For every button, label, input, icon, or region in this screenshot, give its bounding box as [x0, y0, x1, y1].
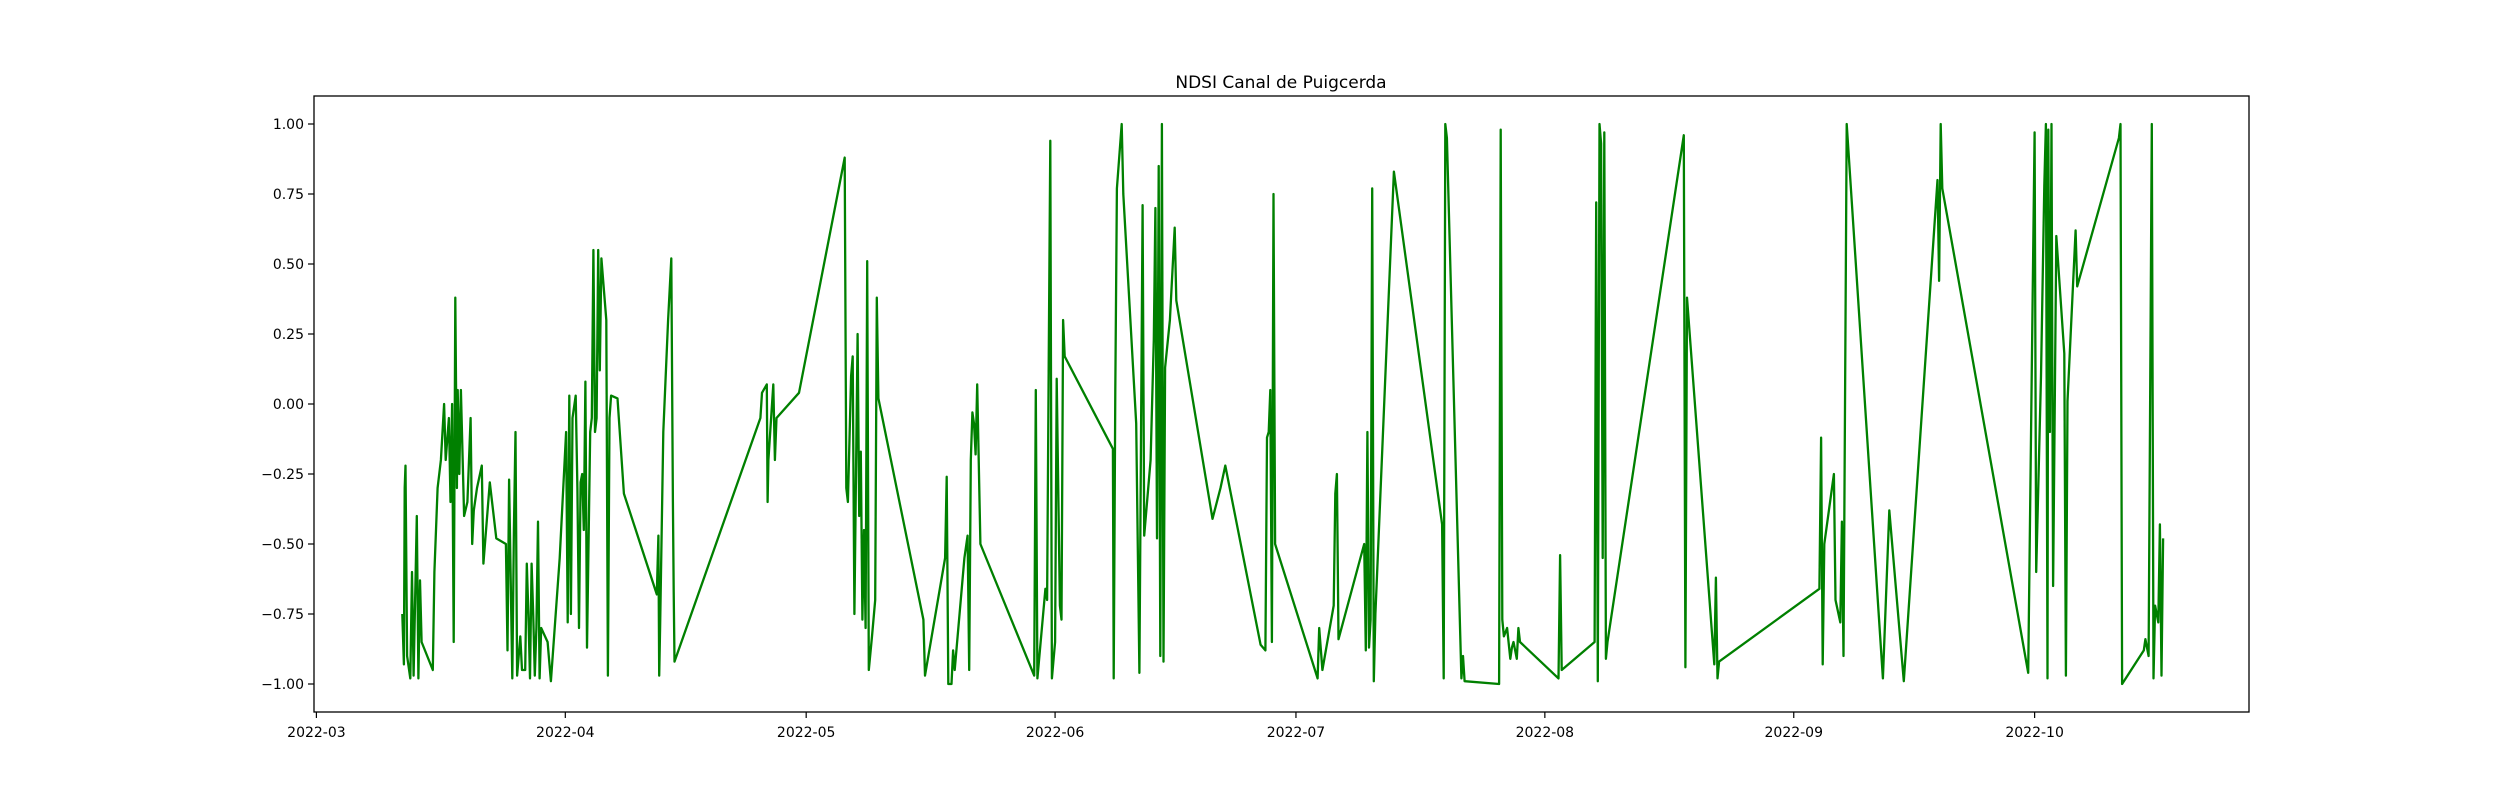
y-tick-label: 0.75 — [273, 187, 304, 203]
x-tick-label: 2022-09 — [1765, 725, 1824, 741]
y-tick-label: 0.50 — [273, 257, 304, 273]
x-tick-label: 2022-10 — [2005, 725, 2064, 741]
x-tick-label: 2022-05 — [777, 725, 836, 741]
x-tick-label: 2022-06 — [1026, 725, 1085, 741]
y-tick-label: −0.50 — [261, 537, 304, 553]
x-tick-label: 2022-04 — [536, 725, 595, 741]
axes-frame — [313, 95, 2250, 713]
y-tick-label: −1.00 — [261, 677, 304, 693]
x-axis: 2022-03 2022-04 2022-05 2022-06 2022-07 2022-… — [287, 712, 2064, 741]
y-tick-label: −0.25 — [261, 467, 304, 483]
y-axis: 1.00 0.75 0.50 0.25 0.00 −0.25 −0.50 −0.75 −1.00 — [261, 117, 314, 693]
x-tick-label: 2022-08 — [1516, 725, 1575, 741]
y-tick-label: 1.00 — [273, 117, 304, 133]
y-tick-label: 0.00 — [273, 397, 304, 413]
ndsi-series-line — [401, 122, 2165, 686]
x-tick-label: 2022-03 — [287, 725, 346, 741]
x-tick-label: 2022-07 — [1267, 725, 1326, 741]
y-tick-label: 0.25 — [273, 327, 304, 343]
chart-title: NDSI Canal de Puigcerda — [1175, 73, 1386, 93]
y-tick-label: −0.75 — [261, 607, 304, 623]
